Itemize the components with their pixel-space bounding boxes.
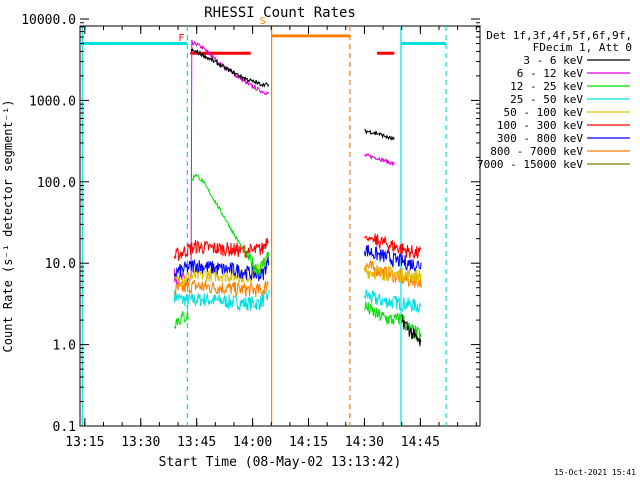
plot-area: [80, 26, 447, 426]
series-line-6-seg-1: [363, 245, 422, 272]
status-bar-label-2: F: [178, 33, 184, 44]
series-line-2-seg-0: [173, 310, 189, 330]
x-axis-label: Start Time (08-May-02 13:13:42): [159, 455, 402, 470]
x-tick-label-2: 13:45: [177, 435, 216, 450]
series-line-4-seg-1: [363, 264, 422, 283]
series-line-5-seg-0: [173, 238, 269, 261]
series-line-3-seg-1: [363, 289, 422, 314]
legend-label-1: 6 - 12 keV: [517, 67, 584, 80]
legend-header-1: FDecim 1, Att 0: [533, 41, 632, 54]
series-line-0-seg-0: [190, 47, 270, 88]
legend: Det 1f,3f,4f,5f,6f,9f,FDecim 1, Att 03 -…: [477, 29, 632, 171]
x-tick-label-1: 13:30: [121, 435, 160, 450]
legend-label-3: 25 - 50 keV: [510, 93, 583, 106]
y-tick-label-3: 10.0: [45, 257, 76, 272]
legend-label-5: 100 - 300 keV: [497, 119, 583, 132]
y-axis-label: Count Rate (s⁻¹ detector segment⁻¹): [1, 100, 15, 353]
series-line-5-seg-1: [363, 233, 422, 259]
y-tick-label-4: 1.0: [53, 339, 76, 354]
legend-label-8: 7000 - 15000 keV: [477, 158, 583, 171]
legend-label-4: 50 - 100 keV: [504, 106, 584, 119]
series-line-0-seg-1: [364, 128, 395, 141]
y-tick-label-2: 100.0: [37, 176, 76, 191]
series-line-2-seg-2: [364, 301, 422, 341]
x-tick-label-3: 14:00: [233, 435, 272, 450]
legend-label-6: 300 - 800 keV: [497, 132, 583, 145]
x-tick-label-6: 14:45: [401, 435, 440, 450]
plot-frame: [79, 25, 481, 427]
legend-label-2: 12 - 25 keV: [510, 80, 583, 93]
y-tick-label-1: 1000.0: [29, 94, 76, 109]
status-bar-label-4: S: [260, 16, 266, 27]
legend-header-0: Det 1f,3f,4f,5f,6f,9f,: [486, 29, 632, 42]
x-tick-label-4: 14:15: [289, 435, 328, 450]
chart-title: RHESSI Count Rates: [204, 5, 356, 21]
series-line-0-seg-2: [401, 314, 422, 347]
timestamp-label: 15-Oct-2021 15:41: [554, 468, 636, 477]
series-line-2-seg-1: [190, 173, 270, 277]
axes: F S 13:15 13:30 13:45 14:00 14:15 14:30 14:45 100…: [21, 13, 480, 450]
y-tick-label-0: 10000.0: [21, 13, 76, 28]
series-line-3-seg-0: [173, 289, 270, 312]
y-tick-label-5: 0.1: [53, 420, 76, 435]
series-line-1-seg-1: [364, 153, 395, 167]
series-line-7-seg-0: [173, 279, 269, 298]
x-tick-label-5: 14:30: [345, 435, 384, 450]
legend-label-7: 800 - 7000 keV: [490, 145, 583, 158]
legend-label-0: 3 - 6 keV: [523, 54, 583, 67]
x-tick-label-0: 13:15: [65, 435, 104, 450]
